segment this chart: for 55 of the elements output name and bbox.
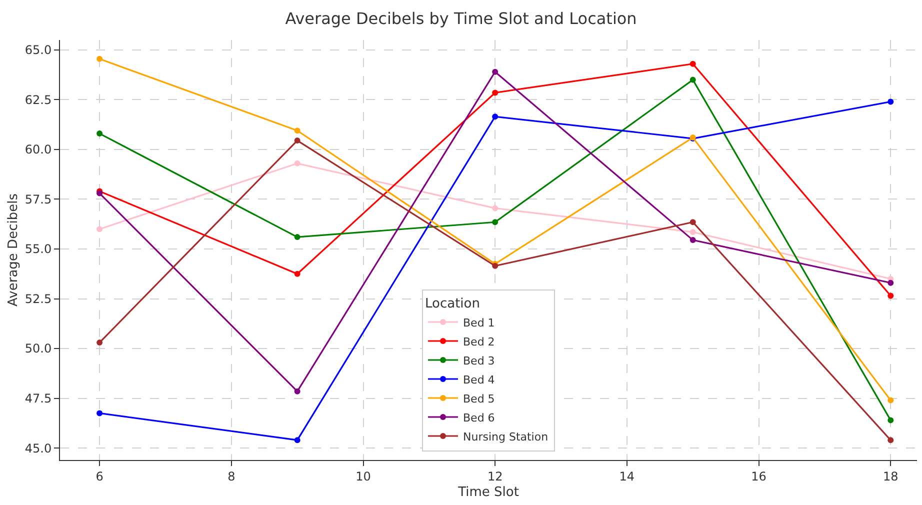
point (96, 130, 103, 137)
point (888, 397, 894, 404)
point (294, 234, 300, 240)
y-tick-label: 47.5 (24, 391, 52, 406)
x-tick-label: 18 (882, 469, 898, 484)
point (690, 60, 696, 67)
x-tick-label: 12 (487, 469, 503, 484)
legend-label: Bed 4 (463, 373, 495, 386)
point (888, 98, 894, 105)
y-tick-label: 62.5 (24, 92, 52, 107)
y-tick-label: 45.0 (24, 441, 52, 456)
x-tick-label: 16 (751, 469, 766, 484)
y-axis-title: Average Decibels (6, 193, 21, 306)
y-tick-label: 57.5 (24, 192, 52, 206)
point (294, 128, 300, 134)
point (294, 388, 300, 394)
legend-label: Bed 2 (463, 335, 495, 348)
point (888, 417, 894, 424)
legend-label: Bed 1 (463, 316, 495, 330)
legend-label: Nursing Station (463, 430, 548, 444)
point (492, 114, 498, 120)
point (690, 229, 696, 236)
legend-title: Location (425, 296, 480, 312)
point (492, 90, 498, 96)
point (96, 410, 103, 416)
point (96, 56, 103, 62)
point (294, 437, 300, 444)
y-tick-label: 65.0 (24, 43, 52, 58)
x-axis-title: Time Slot (457, 485, 519, 500)
point (294, 160, 300, 166)
y-tick-label: 52.5 (24, 292, 52, 306)
point (888, 292, 894, 299)
point (96, 340, 103, 346)
point (888, 437, 894, 444)
x-tick-label: 14 (619, 469, 635, 484)
y-tick-label: 60.0 (24, 142, 52, 157)
point (96, 226, 103, 232)
point (492, 205, 498, 212)
x-tick-label: 10 (356, 469, 371, 484)
x-tick-label: 8 (228, 469, 236, 484)
point (690, 237, 696, 244)
chart-title: Average Decibels by Time Slot and Location (285, 8, 637, 28)
point (492, 219, 498, 226)
y-tick-label: 50.0 (24, 342, 52, 356)
point (690, 219, 696, 226)
point (492, 68, 498, 75)
legend-label: Bed 3 (463, 354, 495, 368)
point (294, 138, 300, 144)
legend-label: Bed 5 (463, 392, 495, 406)
y-tick-label: 55.0 (24, 242, 52, 256)
point (888, 280, 894, 286)
legend-label: Bed 6 (463, 411, 495, 424)
point (690, 76, 696, 83)
x-tick-label: 6 (96, 469, 104, 484)
point (294, 270, 300, 277)
